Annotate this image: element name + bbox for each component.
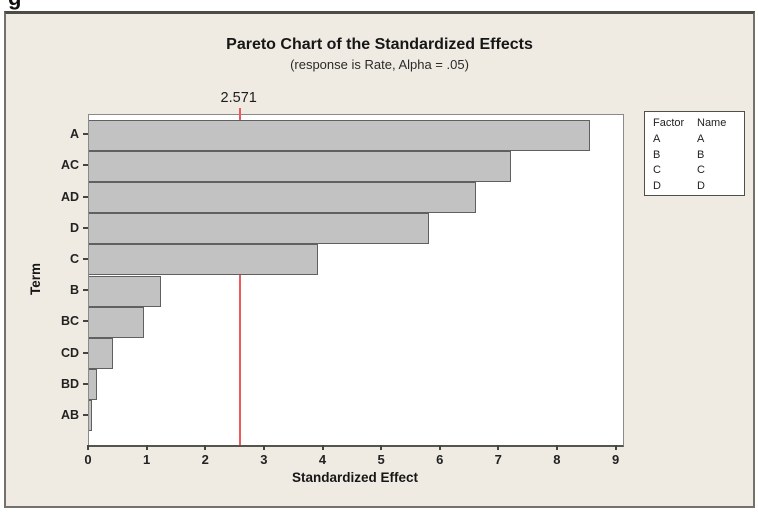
y-tick-label-BD: BD bbox=[60, 376, 79, 391]
chart-subtitle: (response is Rate, Alpha = .05) bbox=[290, 57, 469, 72]
chart-canvas: Pareto Chart of the Standardized Effects… bbox=[4, 11, 755, 508]
bar-BD bbox=[89, 369, 97, 401]
bar-C bbox=[89, 244, 318, 276]
y-tick-label-A: A bbox=[69, 127, 79, 142]
x-tick-label-9: 9 bbox=[611, 452, 620, 467]
y-tick-mark bbox=[83, 413, 88, 416]
y-tick-mark bbox=[83, 382, 88, 385]
y-tick-mark bbox=[83, 289, 88, 292]
y-axis-title: Term bbox=[28, 263, 43, 296]
x-tick-label-6: 6 bbox=[436, 452, 444, 467]
legend-factor: C bbox=[653, 164, 661, 176]
y-tick-mark bbox=[83, 257, 88, 260]
x-tick-mark bbox=[321, 445, 324, 450]
bar-BC bbox=[89, 306, 144, 338]
bar-AB bbox=[89, 400, 92, 432]
y-tick-mark bbox=[83, 133, 88, 136]
x-tick-label-3: 3 bbox=[260, 452, 268, 467]
y-tick-label-B: B bbox=[69, 283, 79, 298]
bar-B bbox=[89, 275, 161, 307]
cropped-caption-text: g bbox=[8, 0, 21, 11]
y-tick-label-AC: AC bbox=[60, 158, 79, 173]
x-tick-mark bbox=[262, 445, 265, 450]
bar-CD bbox=[89, 337, 113, 370]
plot-area bbox=[88, 108, 624, 447]
x-tick-label-0: 0 bbox=[84, 452, 92, 467]
legend-name: A bbox=[697, 133, 705, 145]
x-tick-label-5: 5 bbox=[377, 452, 385, 467]
y-tick-mark bbox=[83, 164, 88, 167]
y-tick-label-C: C bbox=[69, 251, 79, 266]
x-tick-mark bbox=[145, 445, 148, 450]
y-tick-mark bbox=[83, 320, 88, 323]
legend-factor: D bbox=[653, 179, 661, 192]
x-tick-mark bbox=[438, 445, 441, 450]
bar-AD bbox=[89, 181, 476, 214]
reference-line bbox=[238, 108, 241, 445]
y-tick-label-D: D bbox=[69, 220, 79, 235]
x-tick-mark bbox=[497, 445, 500, 450]
legend-factor: A bbox=[653, 133, 661, 145]
legend-header-factor: Factor bbox=[653, 117, 685, 129]
x-tick-label-1: 1 bbox=[142, 452, 151, 467]
x-tick-label-4: 4 bbox=[318, 452, 327, 467]
legend-header-name: Name bbox=[697, 117, 727, 129]
chart-title: Pareto Chart of the Standardized Effects bbox=[226, 36, 533, 53]
y-tick-label-CD: CD bbox=[60, 345, 79, 360]
x-tick-mark bbox=[555, 445, 558, 450]
x-tick-mark bbox=[204, 445, 207, 450]
y-tick-label-BC: BC bbox=[60, 314, 79, 329]
x-tick-label-7: 7 bbox=[494, 452, 502, 467]
bar-AC bbox=[89, 150, 511, 182]
x-tick-label-2: 2 bbox=[201, 452, 209, 467]
x-tick-label-8: 8 bbox=[553, 452, 561, 467]
y-tick-label-AB: AB bbox=[60, 407, 79, 422]
y-tick-mark bbox=[83, 351, 88, 354]
legend-name: D bbox=[697, 179, 705, 192]
x-tick-mark bbox=[380, 445, 383, 450]
y-tick-mark bbox=[83, 195, 88, 198]
x-axis-title: Standardized Effect bbox=[291, 470, 419, 485]
x-tick-mark bbox=[614, 445, 617, 450]
legend-name: B bbox=[697, 148, 705, 161]
legend-factor: B bbox=[653, 148, 661, 161]
bar-A bbox=[89, 119, 591, 151]
legend-name: C bbox=[697, 164, 705, 176]
reference-line-label: 2.571 bbox=[220, 90, 257, 106]
y-tick-label-AD: AD bbox=[60, 189, 79, 204]
x-tick-mark bbox=[87, 445, 89, 450]
bar-D bbox=[89, 213, 429, 245]
y-tick-mark bbox=[83, 226, 88, 229]
